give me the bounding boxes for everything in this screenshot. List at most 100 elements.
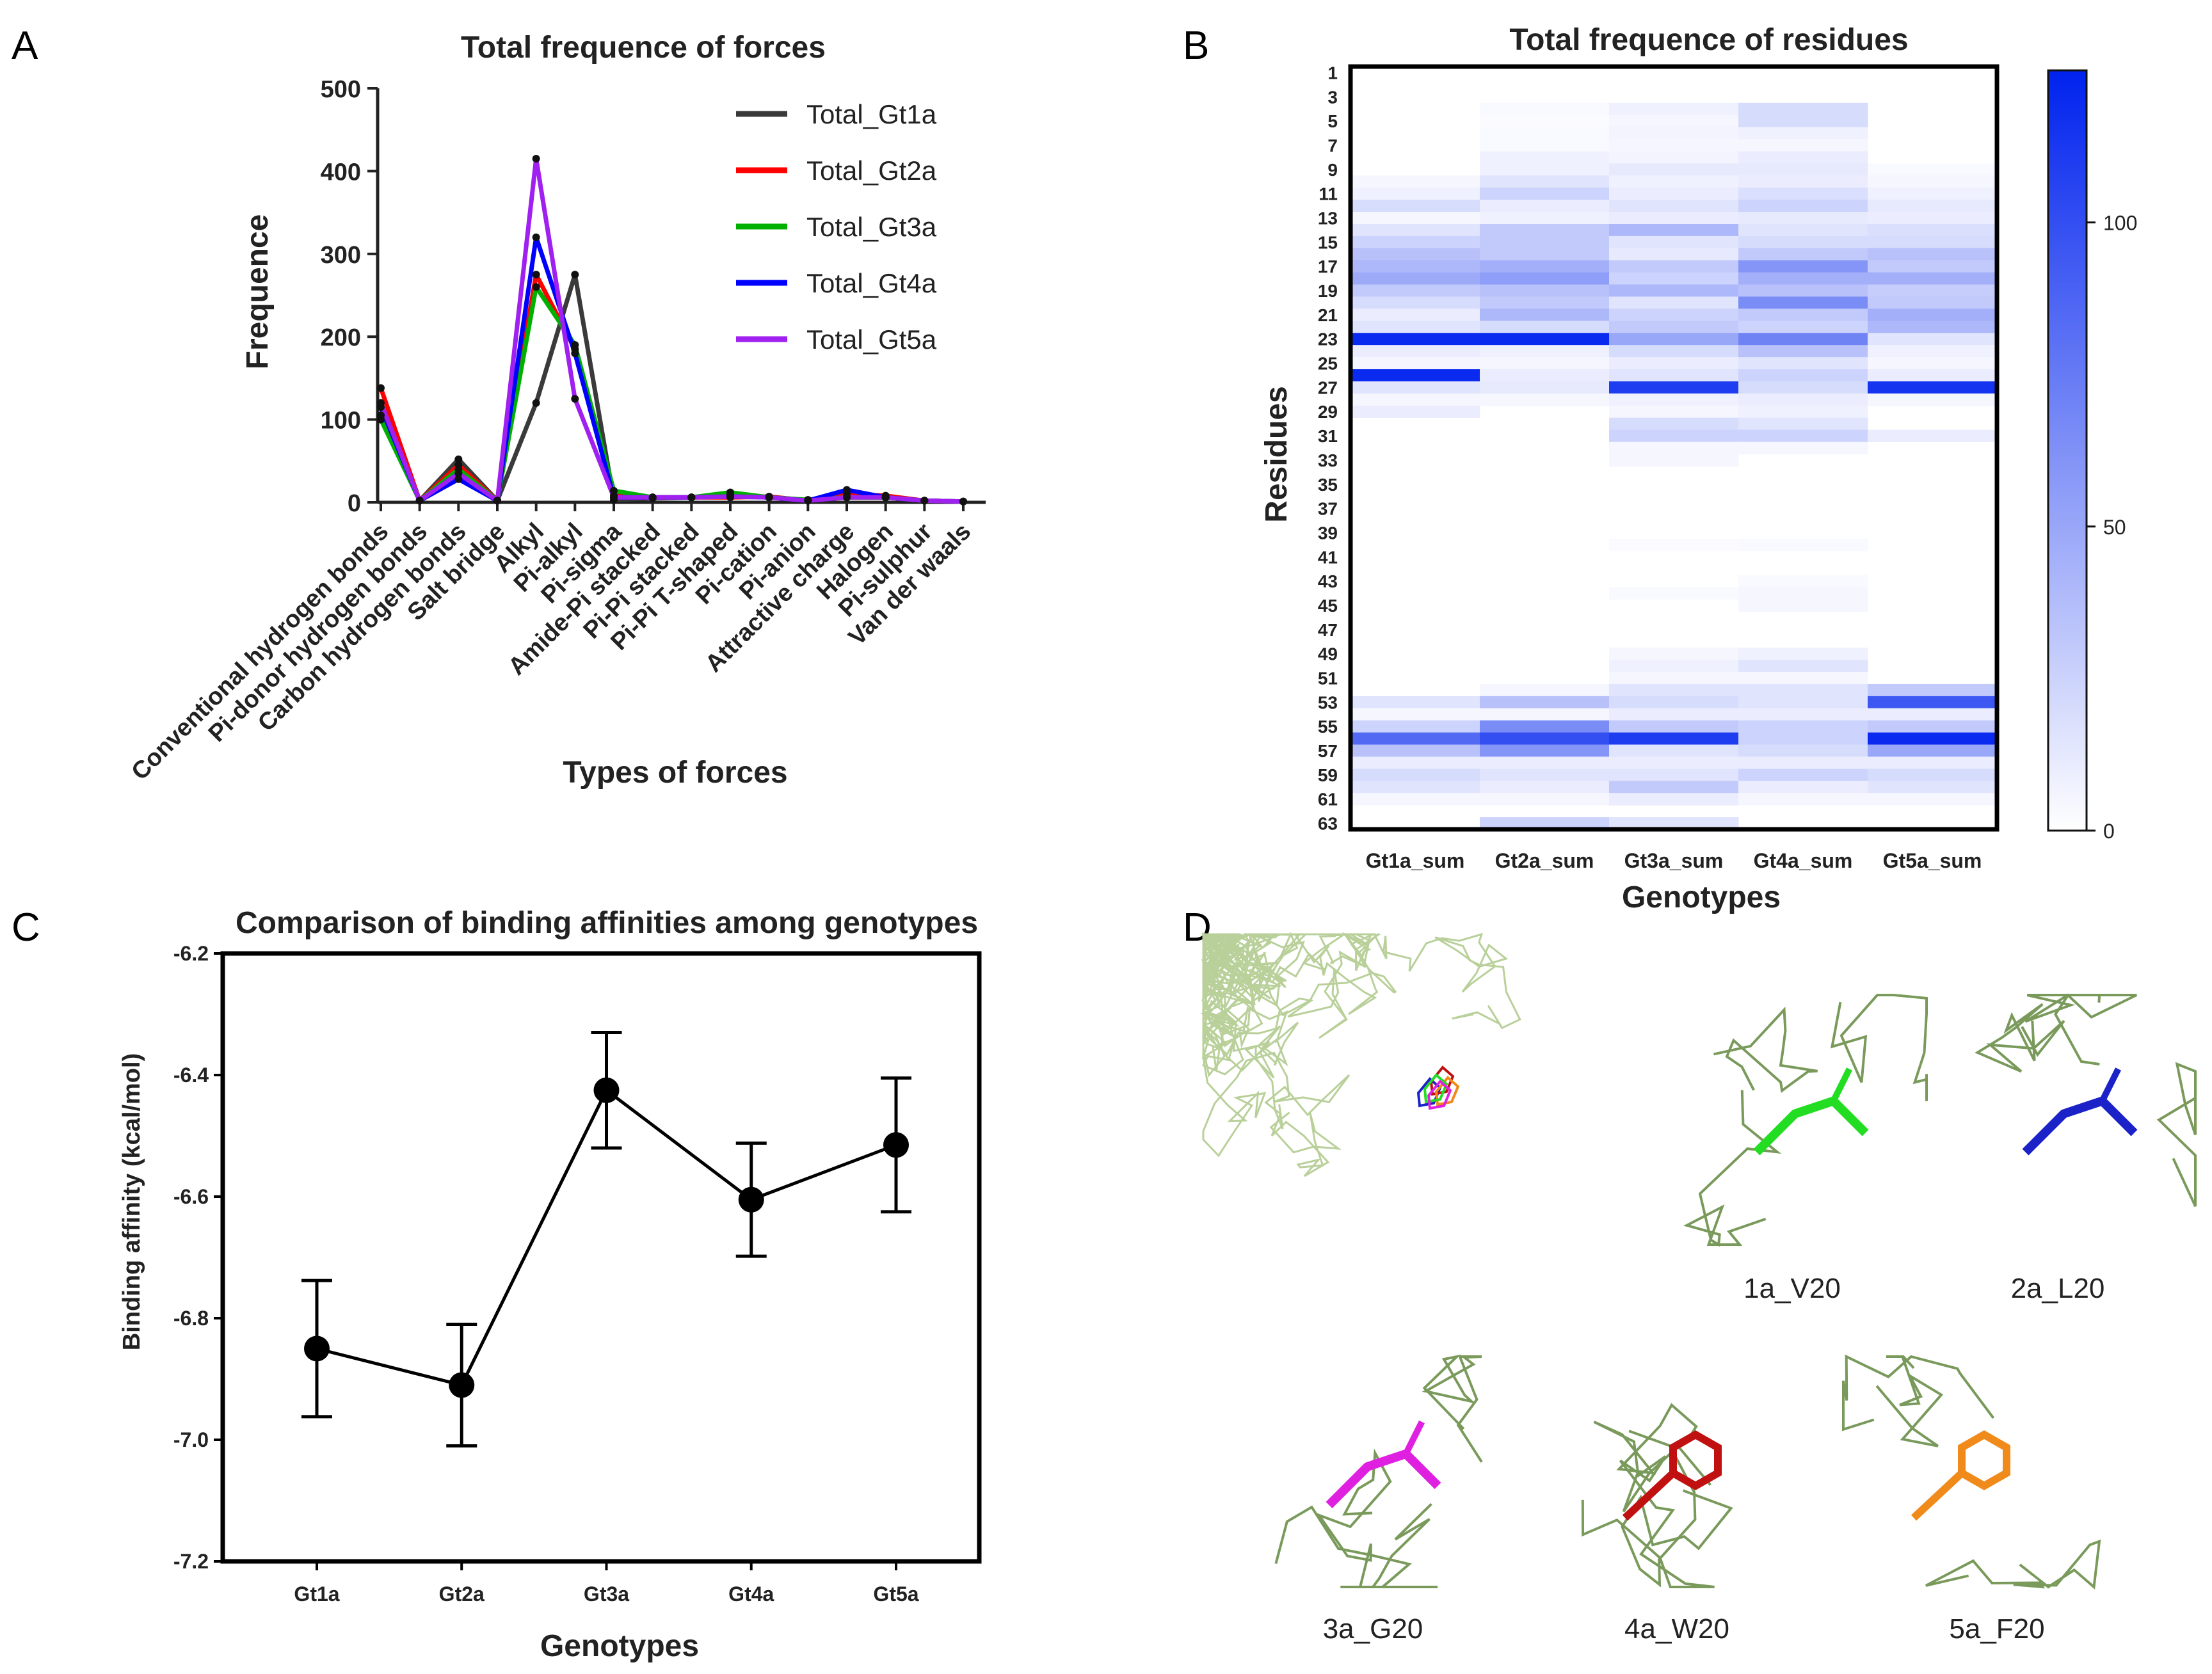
- row-label: 11: [1318, 184, 1338, 204]
- heatmap-cell: [1480, 151, 1610, 164]
- caption-2a: 2a_L20: [2011, 1273, 2105, 1304]
- heatmap-cell: [1609, 369, 1739, 382]
- heatmap-cell: [1738, 345, 1868, 358]
- heatmap-cell: [1480, 200, 1610, 212]
- heatmap-cell: [1868, 321, 1998, 333]
- y-tick-label: -7.0: [173, 1428, 209, 1451]
- column-label: Gt4a_sum: [1754, 849, 1853, 872]
- heatmap-cell: [1609, 454, 1739, 466]
- heatmap-cell: [1480, 817, 1610, 830]
- y-tick-label: 200: [321, 324, 361, 351]
- y-tick-label: -6.8: [173, 1307, 209, 1330]
- ligand-residue: [1434, 1076, 1460, 1106]
- legend-label: Total_Gt3a: [806, 212, 937, 242]
- heatmap-cell: [1868, 683, 1998, 697]
- x-tick-label: Gt5a: [873, 1582, 918, 1606]
- row-label: 39: [1318, 523, 1338, 543]
- heatmap-cell: [1609, 345, 1739, 358]
- row-label: 35: [1318, 475, 1338, 495]
- heatmap-cell: [1738, 696, 1868, 709]
- heatmap-cell: [1738, 357, 1868, 370]
- heatmap-cell: [1350, 200, 1480, 212]
- heatmap-colorbar: 0 50 100: [2047, 69, 2137, 843]
- heatmap-cell: [1350, 696, 1480, 709]
- data-point: [881, 493, 890, 502]
- heatmap-cell: [1738, 393, 1868, 406]
- heatmap-cell: [1609, 648, 1739, 660]
- heatmap-cell: [1480, 296, 1610, 309]
- heatmap-cell: [1868, 381, 1998, 394]
- heatmap-cell: [1480, 248, 1610, 261]
- heatmap-cell: [1350, 781, 1480, 793]
- heatmap-cell: [1609, 235, 1739, 249]
- heatmap-cell: [1609, 442, 1739, 454]
- heatmap-axes: 1357911131517192123252729313335373941434…: [1318, 63, 2000, 872]
- row-label: 17: [1318, 257, 1338, 276]
- legend-label: Total_Gt2a: [806, 155, 937, 186]
- heatmap-cell: [1738, 321, 1868, 333]
- chart-c-title: Comparison of binding affinities among g…: [236, 906, 978, 940]
- heatmap-cell: [1868, 272, 1998, 285]
- heatmap-cell: [1480, 381, 1610, 394]
- row-label: 47: [1318, 620, 1338, 640]
- panel-a-forces-chart: Total frequence of forces Frequence Type…: [127, 31, 986, 790]
- side-chain-bond: [1753, 1096, 1869, 1156]
- heatmap-cell: [1609, 272, 1739, 285]
- heatmap-cell: [1609, 321, 1739, 333]
- heatmap-cell: [1868, 235, 1998, 249]
- heatmap-cell: [1738, 793, 1868, 806]
- row-label: 31: [1318, 426, 1338, 446]
- heatmap-cell: [1738, 683, 1868, 697]
- row-label: 59: [1318, 765, 1338, 785]
- protein-ensemble-icon: [1200, 932, 1521, 1177]
- heatmap-cell: [1609, 756, 1739, 769]
- heatmap-cell: [1738, 102, 1868, 116]
- colorbar-bar: [2047, 69, 2088, 832]
- colorbar-tick-label: 100: [2103, 212, 2137, 235]
- heatmap-cell: [1609, 163, 1739, 176]
- heatmap-cell: [1868, 781, 1998, 793]
- side-chain-ring: [1669, 1430, 1722, 1490]
- data-point: [532, 399, 540, 407]
- side-chain-bond: [1326, 1449, 1441, 1508]
- side-chain-bond: [2099, 1067, 2121, 1103]
- backbone-trace: [1842, 1354, 1995, 1431]
- heatmap-cell: [1350, 393, 1480, 406]
- row-label: 41: [1318, 547, 1338, 567]
- data-point: [726, 492, 734, 500]
- colorbar-tick-label: 50: [2103, 516, 2126, 539]
- column-label: Gt2a_sum: [1495, 849, 1594, 872]
- heatmap-cell: [1350, 708, 1480, 721]
- side-chain-bond: [1831, 1067, 1852, 1103]
- heatmap-cell: [1609, 538, 1739, 552]
- heatmap-cell: [1350, 321, 1480, 333]
- heatmap-cell: [1480, 163, 1610, 176]
- heatmap-cell: [1609, 793, 1739, 806]
- heatmap-cell: [1868, 429, 1998, 443]
- chart-a-legend: Total_Gt1a Total_Gt2a Total_Gt3a Total_Gt4a…: [736, 99, 937, 355]
- data-point: [571, 271, 579, 279]
- ligand-residue: [1423, 1073, 1448, 1104]
- heatmap-cell: [1609, 260, 1739, 273]
- heatmap-cell: [1868, 708, 1998, 721]
- heatmap-cell: [1480, 175, 1610, 188]
- heatmap-cell: [1609, 732, 1739, 745]
- y-tick-label: 300: [321, 242, 361, 269]
- backbone-trace: [1875, 1355, 1944, 1447]
- heatmap-cell: [1868, 793, 1998, 806]
- caption-4a: 4a_W20: [1624, 1613, 1729, 1645]
- heatmap-cell: [1609, 381, 1739, 394]
- ligand-residue: [1427, 1080, 1452, 1110]
- heatmap-cell: [1350, 769, 1480, 781]
- heatmap-cell: [1480, 333, 1610, 346]
- row-label: 27: [1318, 378, 1338, 397]
- heatmap-cell: [1738, 429, 1868, 443]
- legend-label: Total_Gt4a: [806, 268, 937, 298]
- heatmap-cell: [1480, 732, 1610, 745]
- heatmap-cell: [1480, 369, 1610, 382]
- heatmap-cell: [1738, 781, 1868, 793]
- heatmap-cell: [1609, 127, 1739, 140]
- backbone-trace: [1593, 1403, 1712, 1513]
- heatmap-cell: [1738, 648, 1868, 660]
